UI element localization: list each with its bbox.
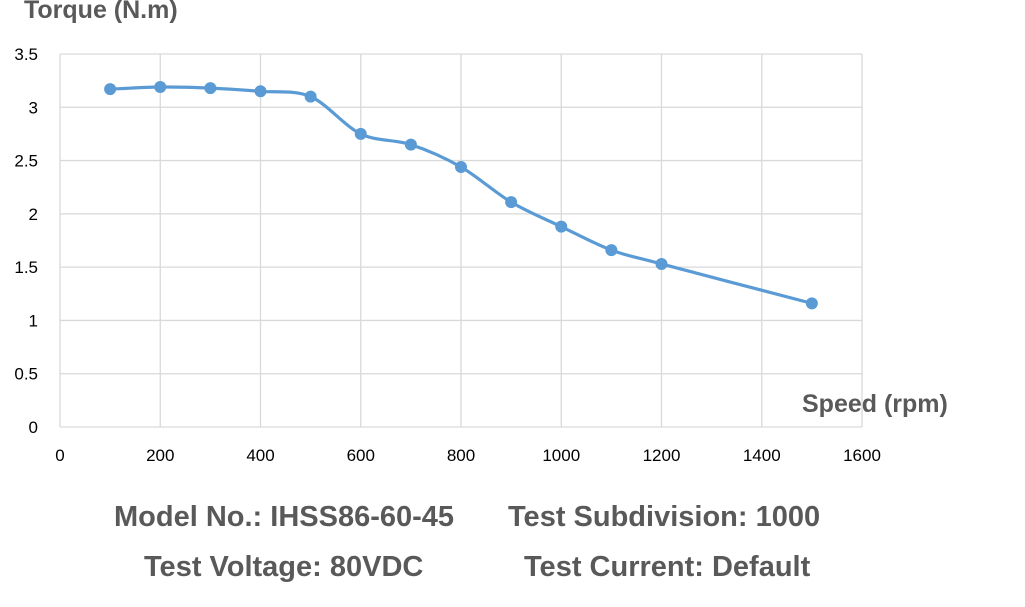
model-number: Model No.: IHSS86-60-45 <box>114 501 454 533</box>
data-point <box>154 81 167 94</box>
y-tick-label: 0 <box>29 418 38 437</box>
data-point <box>505 196 518 209</box>
x-tick-label: 1000 <box>542 446 580 465</box>
data-point <box>354 127 367 140</box>
x-axis-title: Speed (rpm) <box>802 390 948 418</box>
data-points <box>104 81 818 310</box>
y-tick-label: 2 <box>29 205 38 224</box>
y-axis-title: Torque (N.m) <box>24 0 178 24</box>
test-voltage: Test Voltage: 80VDC <box>144 551 423 583</box>
y-tick-label: 2.5 <box>14 152 38 171</box>
test-subdivision: Test Subdivision: 1000 <box>508 501 820 533</box>
y-tick-label: 0.5 <box>14 365 38 384</box>
y-tick-label: 1.5 <box>14 258 38 277</box>
tick-labels: 0 200 400 600 800 1000 1200 1400 1600 0 0.5 1 1.5 2 2.… <box>14 45 881 465</box>
data-point <box>555 220 568 233</box>
data-point <box>304 90 317 103</box>
data-point <box>104 83 117 96</box>
data-point <box>404 138 417 151</box>
y-tick-label: 1 <box>29 311 38 330</box>
test-current: Test Current: Default <box>524 551 811 583</box>
x-tick-label: 200 <box>146 446 174 465</box>
data-point <box>254 85 267 98</box>
y-tick-label: 3.5 <box>14 45 38 64</box>
data-point <box>204 82 217 95</box>
x-tick-label: 1600 <box>843 446 881 465</box>
data-point <box>455 160 467 173</box>
x-tick-label: 1400 <box>743 446 781 465</box>
x-tick-label: 1200 <box>643 446 681 465</box>
data-point <box>655 257 668 270</box>
x-tick-label: 800 <box>447 446 475 465</box>
x-tick-label: 400 <box>246 446 274 465</box>
x-tick-label: 0 <box>55 446 64 465</box>
y-tick-label: 3 <box>29 98 38 117</box>
data-point <box>805 297 818 310</box>
data-point <box>605 244 618 257</box>
grid-lines <box>59 53 863 428</box>
x-tick-label: 600 <box>347 446 375 465</box>
